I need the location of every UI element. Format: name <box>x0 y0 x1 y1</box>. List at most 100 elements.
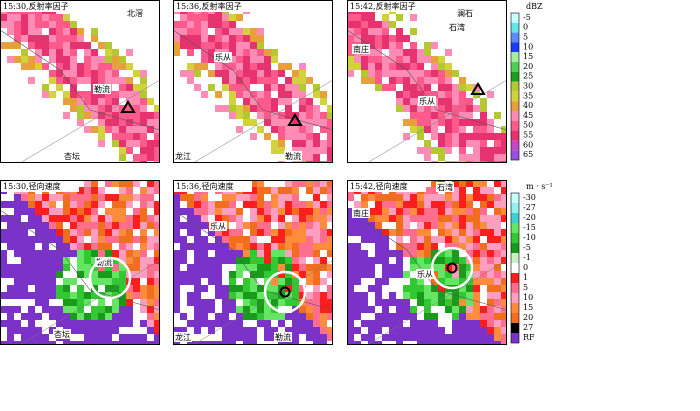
place-label: 龙江 <box>175 332 191 342</box>
radar-pixel <box>466 327 473 334</box>
radar-pixel <box>375 243 382 250</box>
radar-pixel <box>375 21 382 28</box>
radar-pixel <box>452 187 459 194</box>
radar-pixel <box>140 278 147 285</box>
radar-pixel <box>473 187 480 194</box>
place-label: 石湾 <box>437 182 453 192</box>
radar-pixel <box>445 208 452 215</box>
radar-pixel <box>313 112 320 119</box>
radar-pixel <box>91 208 98 215</box>
radar-pixel <box>306 243 313 250</box>
radar-pixel <box>105 208 112 215</box>
radar-pixel <box>431 133 438 140</box>
radar-pixel <box>14 14 21 21</box>
radar-pixel <box>98 278 105 285</box>
radar-pixel <box>140 140 147 147</box>
radar-pixel <box>194 35 201 42</box>
radar-pixel <box>480 229 487 236</box>
radar-pixel <box>445 334 452 341</box>
radar-pixel <box>285 264 292 271</box>
radar-pixel <box>28 306 35 313</box>
radar-pixel <box>49 229 56 236</box>
radar-pixel <box>56 299 63 306</box>
radar-pixel <box>424 49 431 56</box>
radar-pixel <box>180 250 187 257</box>
radar-pixel <box>424 208 431 215</box>
radar-pixel <box>63 236 70 243</box>
radar-pixel <box>222 257 229 264</box>
radar-pixel <box>375 292 382 299</box>
radar-pixel <box>70 278 77 285</box>
radar-pixel <box>180 285 187 292</box>
radar-pixel <box>0 250 7 257</box>
place-label: 南庄 <box>353 208 369 218</box>
radar-pixel <box>91 243 98 250</box>
radar-pixel <box>382 299 389 306</box>
radar-pixel <box>424 243 431 250</box>
radar-pixel <box>250 285 257 292</box>
radar-pixel <box>494 140 501 147</box>
radar-pixel <box>63 285 70 292</box>
radar-pixel <box>14 306 21 313</box>
radar-pixel <box>215 271 222 278</box>
radar-pixel <box>306 229 313 236</box>
radar-pixel <box>49 334 56 341</box>
radar-pixel <box>410 278 417 285</box>
radar-pixel <box>56 215 63 222</box>
radar-pixel <box>417 56 424 63</box>
radar-pixel <box>494 154 501 161</box>
radar-pixel <box>105 77 112 84</box>
radar-pixel <box>459 180 466 187</box>
radar-pixel <box>173 42 180 49</box>
radar-pixel <box>229 334 236 341</box>
radar-pixel <box>320 334 327 341</box>
radar-pixel <box>410 341 417 345</box>
radar-pixel <box>119 334 126 341</box>
radar-pixel <box>229 313 236 320</box>
radar-pixel <box>42 327 49 334</box>
radar-pixel <box>119 77 126 84</box>
radar-pixel <box>292 201 299 208</box>
radar-pixel <box>140 236 147 243</box>
radar-pixel <box>119 299 126 306</box>
radar-pixel <box>403 285 410 292</box>
radar-pixel <box>133 222 140 229</box>
radar-pixel <box>98 313 105 320</box>
radar-pixel <box>208 35 215 42</box>
radar-pixel <box>147 271 154 278</box>
radar-pixel <box>459 194 466 201</box>
radar-pixel <box>77 229 84 236</box>
radar-pixel <box>91 313 98 320</box>
radar-pixel <box>445 229 452 236</box>
radar-pixel <box>63 257 70 264</box>
radar-pixel <box>91 98 98 105</box>
radar-pixel <box>313 215 320 222</box>
radar-pixel <box>98 320 105 327</box>
title-bg <box>1 1 79 12</box>
radar-pixel <box>222 334 229 341</box>
radar-pixel <box>431 341 438 345</box>
radar-pixel <box>494 243 501 250</box>
radar-pixel <box>396 278 403 285</box>
radar-pixel <box>173 21 180 28</box>
radar-pixel <box>431 278 438 285</box>
radar-pixel <box>77 112 84 119</box>
radar-pixel <box>417 70 424 77</box>
radar-pixel <box>327 187 333 194</box>
radar-pixel <box>215 257 222 264</box>
radar-pixel <box>84 126 91 133</box>
radar-pixel <box>487 257 494 264</box>
radar-pixel <box>501 299 507 306</box>
radar-pixel <box>473 313 480 320</box>
radar-pixel <box>285 299 292 306</box>
radar-pixel <box>494 147 501 154</box>
radar-pixel <box>84 215 91 222</box>
radar-pixel <box>501 292 507 299</box>
radar-pixel <box>201 264 208 271</box>
radar-pixel <box>56 49 63 56</box>
radar-pixel <box>438 257 445 264</box>
radar-pixel <box>313 327 320 334</box>
radar-pixel <box>222 341 229 345</box>
radar-pixel <box>271 126 278 133</box>
radar-pixel <box>222 208 229 215</box>
